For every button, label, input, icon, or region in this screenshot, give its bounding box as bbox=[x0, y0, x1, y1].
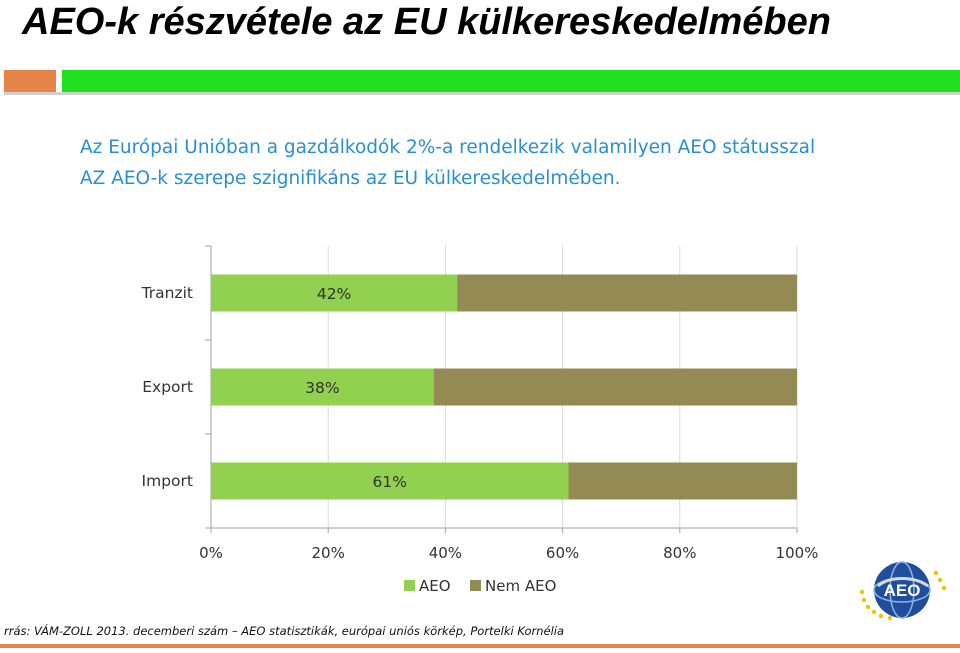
aeo-logo: AEO bbox=[859, 561, 947, 621]
category-label: Export bbox=[142, 378, 193, 396]
legend-swatch-aeo bbox=[404, 580, 415, 591]
bar-aeo bbox=[211, 462, 569, 500]
data-label: 42% bbox=[317, 285, 351, 303]
x-tick-label: 100% bbox=[776, 544, 819, 562]
header-accent-orange bbox=[4, 70, 56, 92]
x-tick-label: 80% bbox=[663, 544, 696, 562]
header-accent-green bbox=[62, 70, 960, 92]
x-tick-label: 20% bbox=[312, 544, 345, 562]
data-label: 61% bbox=[373, 473, 407, 491]
category-label: Tranzit bbox=[141, 284, 193, 302]
source-note: rrás: VÁM-ZOLL 2013. decemberi szám – AE… bbox=[4, 624, 565, 638]
bar-nem-aeo bbox=[568, 462, 797, 500]
stacked-bar-chart: 0% 20% 40% 60% 80% 100% Tranzit 42% Export 38% Imp… bbox=[141, 245, 819, 595]
data-label: 38% bbox=[305, 379, 339, 397]
bar-aeo bbox=[211, 368, 434, 406]
header-divider bbox=[4, 92, 960, 95]
x-tick-label: 60% bbox=[546, 544, 579, 562]
slide-title: AEO-k részvétele az EU külkereskedelmébe… bbox=[22, 1, 831, 43]
x-tick-label: 40% bbox=[429, 544, 462, 562]
x-tick-label: 0% bbox=[199, 544, 223, 562]
legend-swatch-nem-aeo bbox=[470, 580, 481, 591]
bar-nem-aeo bbox=[433, 368, 797, 406]
subtitle-line-2: AZ AEO-k szerepe szignifikáns az EU külk… bbox=[80, 168, 621, 189]
legend-label: Nem AEO bbox=[485, 577, 556, 595]
legend-label: AEO bbox=[419, 577, 451, 595]
subtitle-line-1: Az Európai Unióban a gazdálkodók 2%-a re… bbox=[80, 137, 816, 158]
footer-accent bbox=[0, 644, 960, 648]
bar-aeo bbox=[211, 274, 458, 312]
aeo-logo-text: AEO bbox=[884, 581, 921, 600]
bar-nem-aeo bbox=[457, 274, 797, 312]
category-label: Import bbox=[142, 472, 193, 490]
